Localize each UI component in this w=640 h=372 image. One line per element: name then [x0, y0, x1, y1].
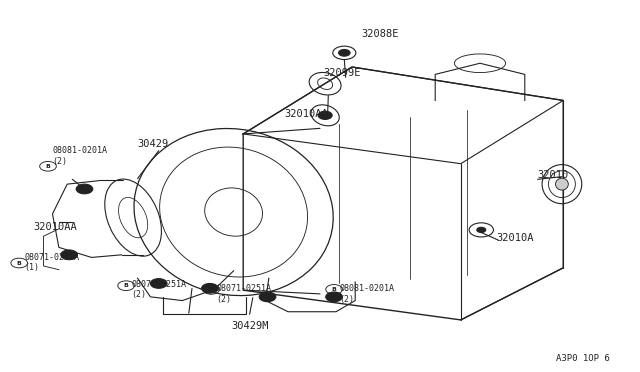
Text: B: B — [124, 283, 129, 288]
Circle shape — [339, 49, 350, 56]
Circle shape — [150, 279, 167, 288]
Text: 32010: 32010 — [538, 170, 569, 180]
Circle shape — [61, 250, 77, 260]
Circle shape — [477, 227, 486, 232]
Text: 30429: 30429 — [138, 139, 169, 149]
Text: A3P0 1OP 6: A3P0 1OP 6 — [556, 354, 609, 363]
Text: 32099E: 32099E — [323, 68, 361, 78]
Text: 32010A: 32010A — [496, 233, 534, 243]
Ellipse shape — [556, 178, 568, 190]
Circle shape — [326, 292, 342, 302]
Text: 08081-0201A
(2): 08081-0201A (2) — [339, 284, 394, 304]
Text: B: B — [332, 287, 337, 292]
Text: B: B — [17, 260, 22, 266]
Text: 32010AA: 32010AA — [33, 222, 77, 232]
Text: 08071-0251A
(2): 08071-0251A (2) — [131, 280, 186, 299]
Circle shape — [202, 283, 218, 293]
Text: 08081-0201A
(2): 08081-0201A (2) — [52, 146, 108, 166]
Text: B: B — [209, 287, 214, 292]
Circle shape — [76, 184, 93, 194]
Text: 32010AA: 32010AA — [285, 109, 328, 119]
Circle shape — [318, 111, 332, 119]
Text: 32088E: 32088E — [362, 29, 399, 39]
Text: 30429M: 30429M — [231, 321, 268, 331]
Text: 08071-0251A
(1): 08071-0251A (1) — [24, 253, 79, 272]
Circle shape — [259, 292, 276, 302]
Text: 08071-0251A
(2): 08071-0251A (2) — [216, 284, 271, 304]
Text: B: B — [45, 164, 51, 169]
